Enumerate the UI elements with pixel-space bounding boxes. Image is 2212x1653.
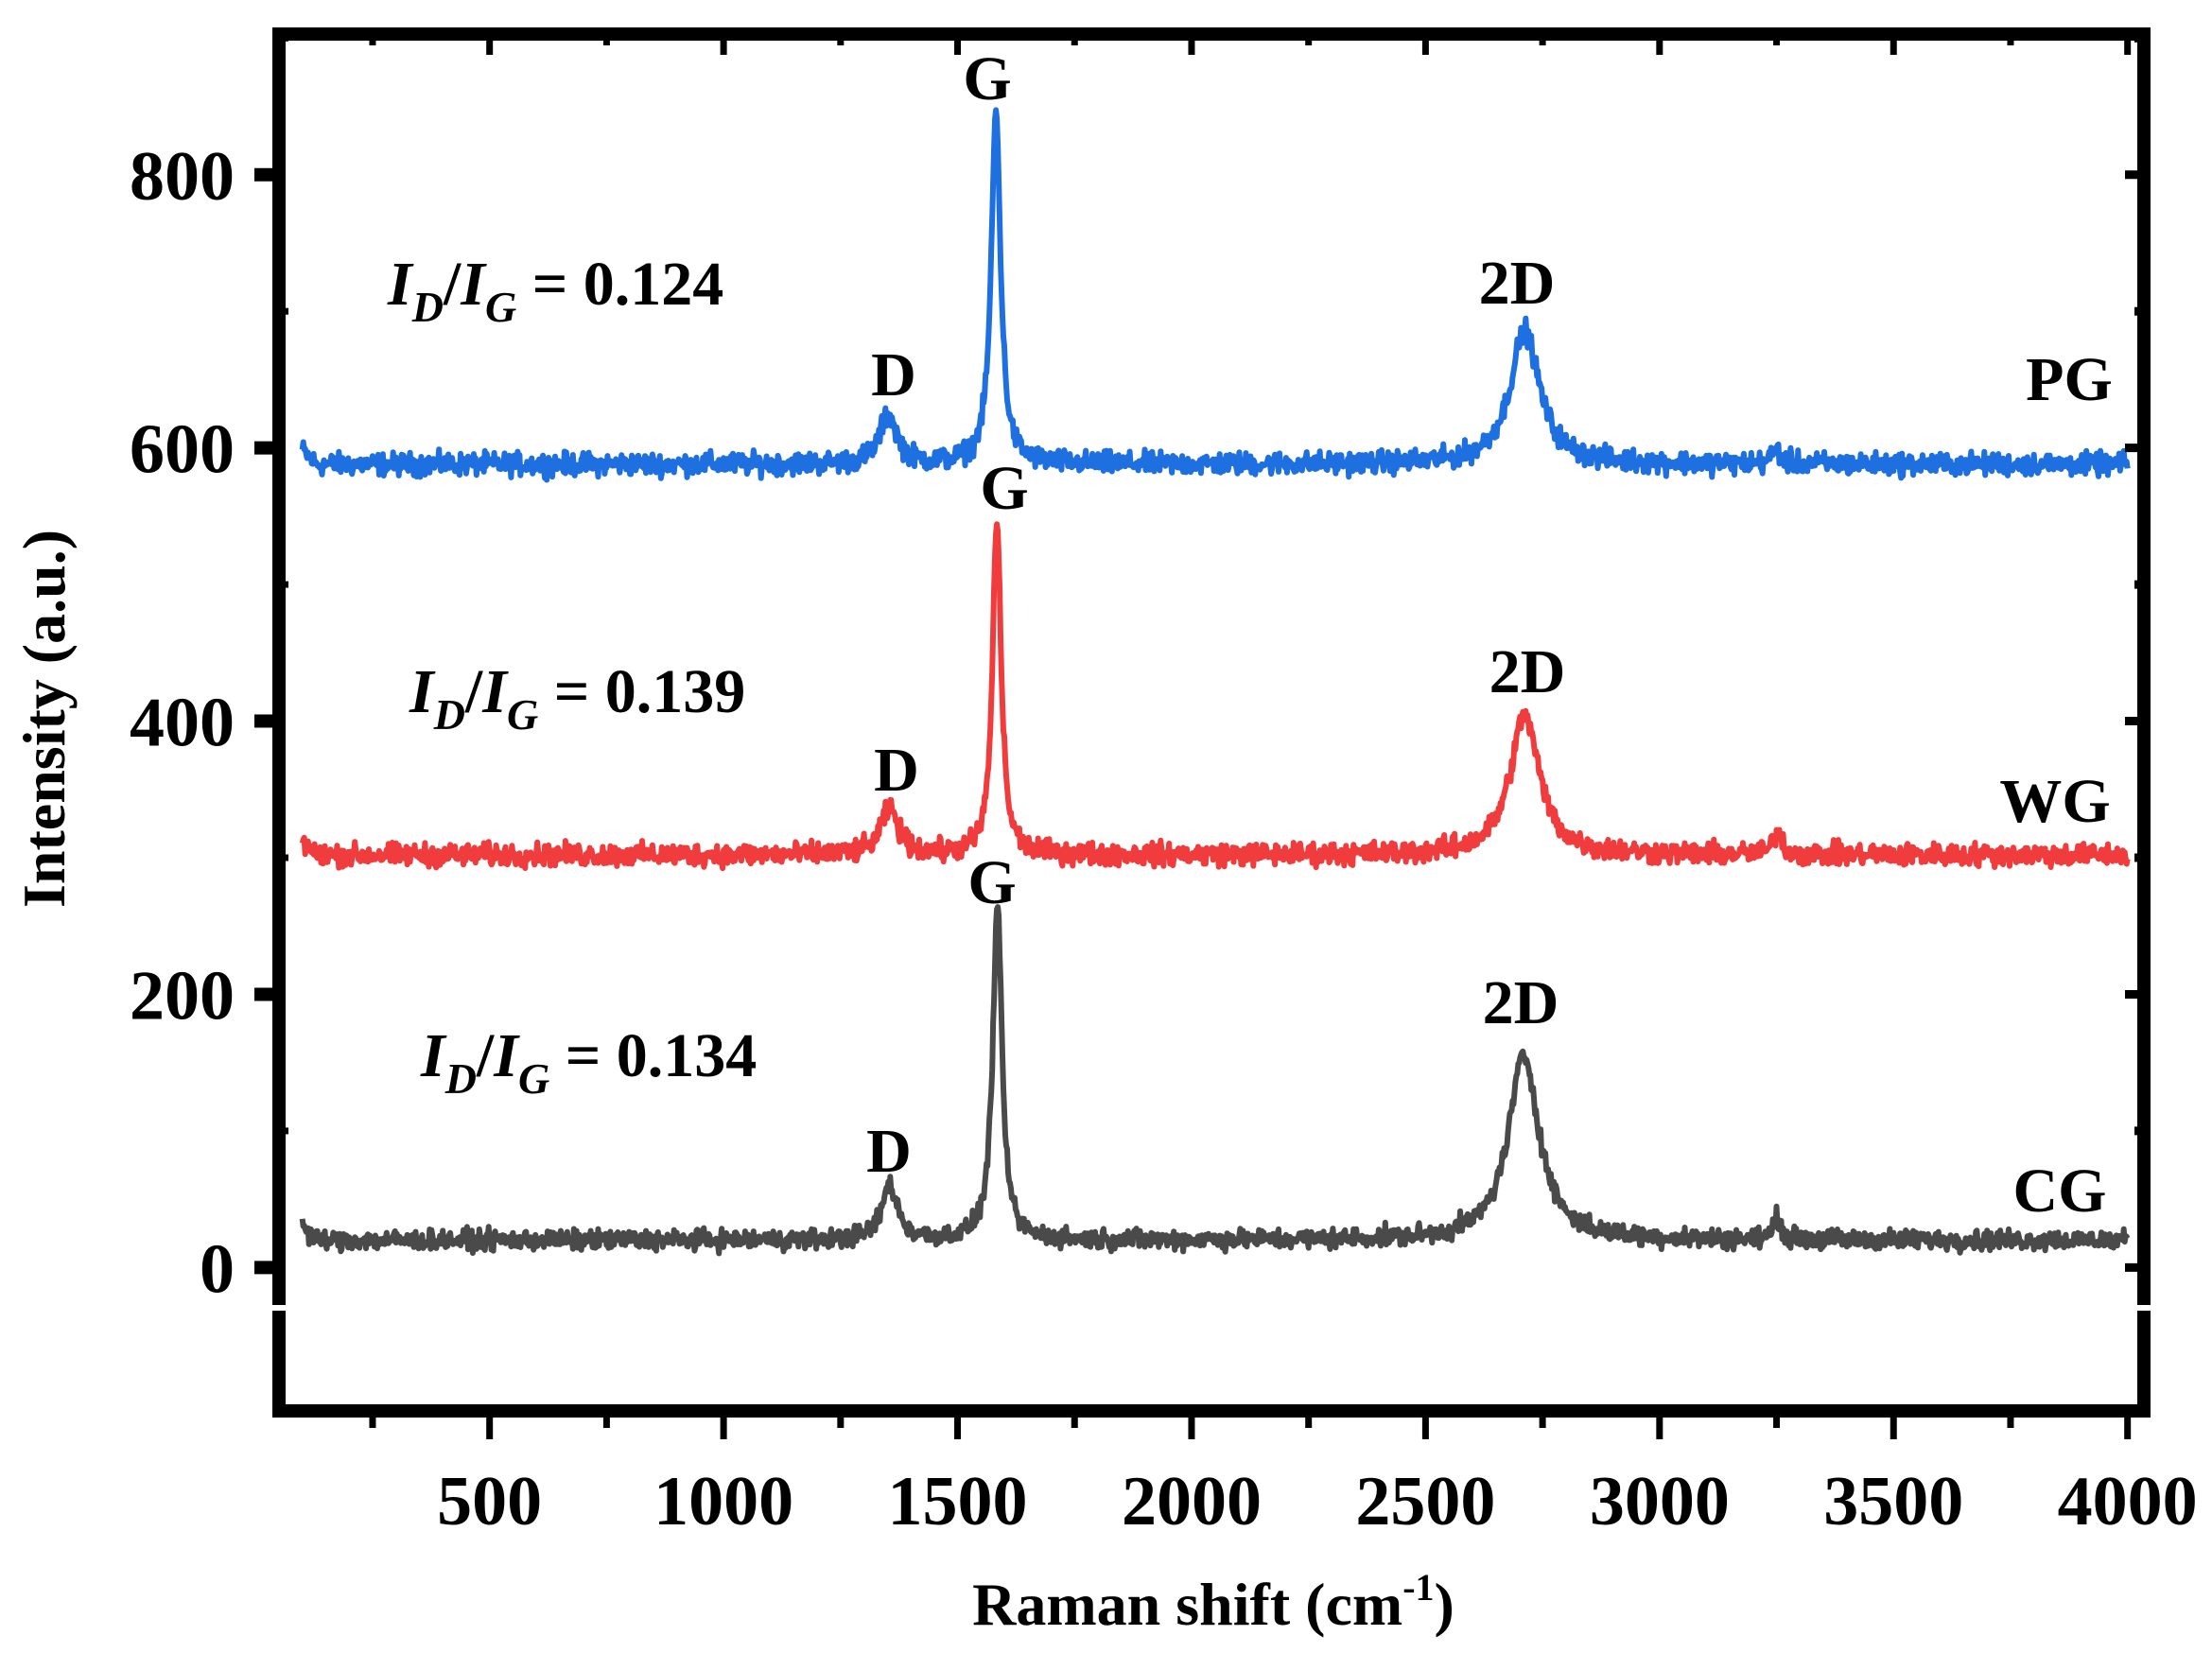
x-tick-label: 1000 (653, 1463, 793, 1540)
x-axis-title: Raman shift (cm-1) (972, 1566, 1454, 1638)
x-tick-label: 2000 (1122, 1463, 1262, 1540)
ratio-label-pg: ID/IG = 0.124 (387, 250, 723, 331)
ratio-label-cg: ID/IG = 0.134 (420, 1021, 757, 1103)
axes-frame (254, 27, 2155, 1439)
left-axis-break (268, 1305, 290, 1311)
peak-label-d-cg: D (866, 1117, 912, 1186)
y-tick-label: 200 (130, 957, 235, 1035)
peak-label-2d-cg: 2D (1483, 968, 1559, 1037)
ratio-label-wg: ID/IG = 0.139 (409, 657, 745, 739)
series-line-pg (299, 107, 2131, 483)
series-label-pg: PG (2026, 345, 2113, 414)
series-label-cg: CG (2013, 1157, 2107, 1226)
y-tick-label: 600 (130, 411, 235, 489)
y-axis-title: Intensity (a.u.) (10, 530, 78, 908)
y-tick-label: 400 (130, 685, 235, 762)
x-tick-label: 2500 (1355, 1463, 1495, 1540)
series-label-wg: WG (1999, 767, 2110, 836)
peak-label-2d-pg: 2D (1479, 249, 1556, 318)
peak-label-d-wg: D (874, 736, 919, 805)
series-layer (299, 107, 2131, 1257)
x-tick-label: 1500 (888, 1463, 1028, 1540)
series-line-wg (299, 521, 2131, 872)
x-tick-label: 4000 (2058, 1463, 2198, 1540)
x-tick-label: 3000 (1590, 1463, 1730, 1540)
right-axis-break (2133, 1305, 2155, 1311)
y-tick-label: 0 (200, 1230, 235, 1308)
x-tick-label: 500 (437, 1463, 542, 1540)
x-tick-label: 3500 (1823, 1463, 1963, 1540)
peak-label-g-pg: G (963, 44, 1011, 113)
peak-label-2d-wg: 2D (1489, 637, 1566, 706)
tick-labels: 500 1000 1500 2000 2500 3000 3500 4000 0 200 400 60… (130, 138, 2198, 1540)
peak-label-g-cg: G (967, 848, 1016, 917)
series-line-cg (299, 904, 2131, 1257)
peak-label-g-wg: G (980, 454, 1028, 523)
y-tick-label: 800 (130, 138, 235, 216)
peak-label-d-pg: D (871, 340, 916, 409)
